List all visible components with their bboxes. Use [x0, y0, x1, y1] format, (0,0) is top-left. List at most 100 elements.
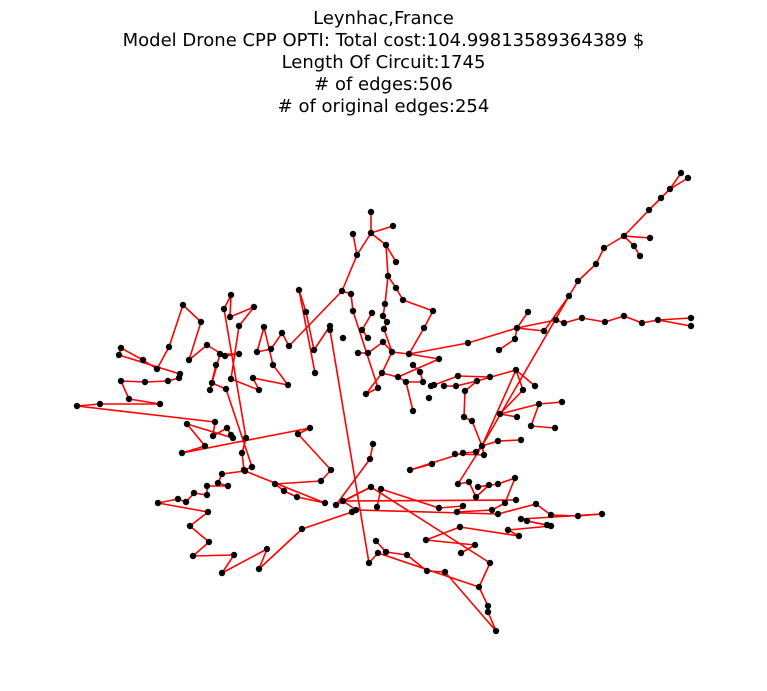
graph-node [189, 552, 197, 560]
graph-node [600, 244, 608, 252]
graph-node [515, 532, 523, 540]
graph-node [253, 348, 261, 356]
graph-node [486, 373, 494, 381]
graph-node [175, 374, 183, 382]
graph-edge [471, 420, 483, 447]
title-line-circuit-length: Length Of Circuit:1745 [281, 52, 486, 73]
graph-node [117, 377, 125, 385]
graph-edge [186, 423, 206, 447]
graph-node [480, 451, 488, 459]
graph-edge [444, 571, 497, 632]
graph-node [221, 352, 229, 360]
graph-node [677, 169, 685, 177]
graph-node [492, 627, 500, 635]
graph-edge [385, 551, 408, 556]
graph-node [535, 400, 543, 408]
graph-node [250, 303, 258, 311]
graph-node [517, 515, 525, 523]
graph-node [358, 326, 366, 334]
graph-node [456, 523, 464, 531]
graph-node [263, 545, 271, 553]
graph-edge [481, 369, 517, 447]
graph-edge [157, 502, 209, 513]
graph-edge [221, 548, 268, 574]
graph-node [211, 418, 219, 426]
graph-edge [657, 319, 692, 327]
graph-node [468, 417, 476, 425]
graph-node [574, 277, 582, 285]
graph-edge [499, 389, 524, 415]
graph-edge [296, 496, 326, 504]
graph-node [475, 583, 483, 591]
graph-node [394, 373, 402, 381]
graph-node [204, 508, 212, 516]
graph-edge [385, 244, 397, 263]
graph-edge [118, 354, 181, 375]
graph-node [452, 382, 460, 390]
graph-node [495, 346, 503, 354]
graph-node [527, 422, 535, 430]
graph-edge [182, 304, 202, 323]
graph-node [117, 344, 125, 352]
graph-edge [530, 425, 556, 429]
graph-node [339, 334, 347, 342]
graph-edge [603, 235, 625, 249]
graph-node [654, 316, 662, 324]
graph-node [241, 467, 249, 475]
graph-node [512, 496, 520, 504]
graph-edge [341, 254, 358, 292]
graph-node [248, 463, 256, 471]
graph-node [560, 319, 568, 327]
graph-node [280, 487, 288, 495]
graph-node [353, 251, 361, 259]
graph-edge [604, 315, 625, 323]
graph-node [271, 480, 279, 488]
graph-node [435, 504, 443, 512]
graph-node [472, 448, 480, 456]
graph-edge [120, 380, 146, 383]
graph-node [295, 286, 303, 294]
graph-node [367, 483, 375, 491]
graph-edge [189, 511, 209, 527]
graph-edge [352, 310, 379, 389]
graph-edge [520, 513, 603, 520]
graph-edge [361, 312, 373, 331]
graph-edge [128, 398, 161, 405]
graph-edge [438, 505, 464, 509]
graph-edge [223, 308, 247, 439]
graph-edge [76, 405, 216, 423]
graph-node [485, 481, 493, 489]
graph-edge [355, 509, 499, 515]
graph-edge [238, 306, 255, 327]
graph-edge [457, 375, 491, 378]
graph-node [454, 372, 462, 380]
graph-edge [623, 209, 650, 237]
graph-node [354, 349, 362, 357]
graph-edge [581, 317, 606, 323]
graph-node [205, 538, 213, 546]
graph-edge [402, 299, 434, 312]
graph-node [399, 296, 407, 304]
graph-node [558, 398, 566, 406]
graph-edge [497, 439, 522, 442]
graph-node [379, 312, 387, 320]
graph-node [185, 356, 193, 364]
graph-node [339, 497, 347, 505]
graph-node [115, 351, 123, 359]
graph-edge [356, 232, 372, 256]
graph-edge [408, 327, 425, 355]
graph-node [687, 314, 695, 322]
graph-node [317, 477, 325, 485]
graph-node [222, 385, 230, 393]
graph-node [551, 424, 559, 432]
graph-node [298, 525, 306, 533]
graph-node [174, 495, 182, 503]
graph-node [388, 348, 396, 356]
graph-edge [577, 263, 597, 282]
graph-node [420, 324, 428, 332]
graph-node [636, 252, 644, 260]
graph-node [365, 559, 373, 567]
graph-edge [623, 315, 643, 324]
graph-node [293, 493, 301, 501]
graph-node [203, 341, 211, 349]
